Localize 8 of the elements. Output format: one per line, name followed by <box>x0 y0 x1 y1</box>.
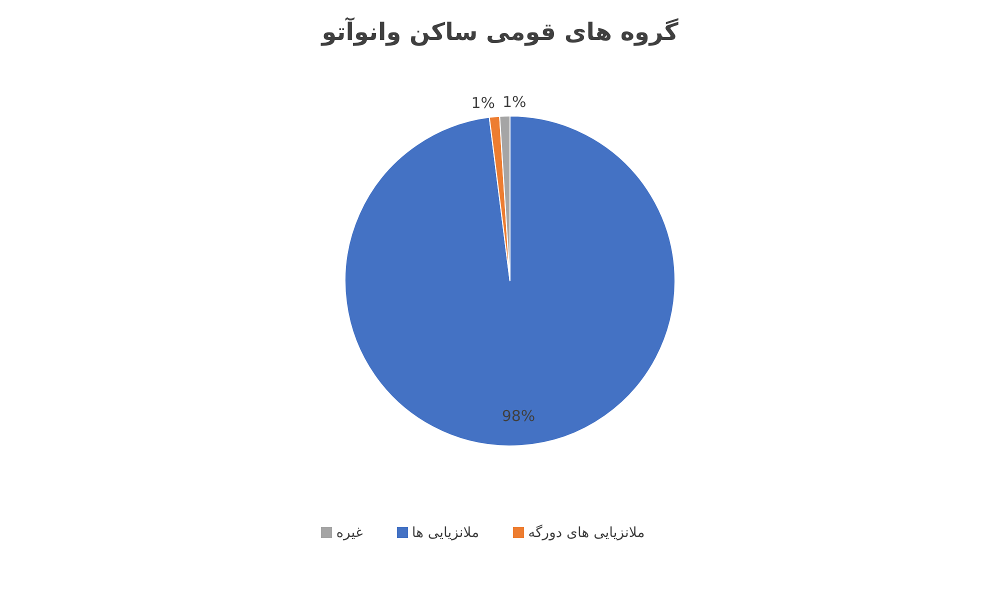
data-label: 1% <box>471 94 496 112</box>
legend-label: ملانزیایی ها <box>412 525 480 541</box>
chart-title: گروه های قومی ساکن وانوآتو <box>320 18 680 46</box>
legend-label: ملانزیایی های دورگه <box>528 525 645 541</box>
pie-slice <box>344 116 676 446</box>
data-label: 98% <box>502 407 536 426</box>
legend-label: غیره <box>336 525 363 541</box>
data-label: 1% <box>502 93 526 112</box>
